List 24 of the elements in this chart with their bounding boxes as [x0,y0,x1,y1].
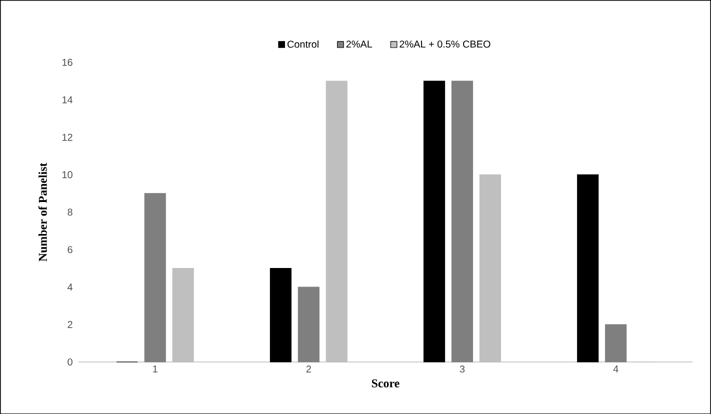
x-tick-label: 2 [306,365,311,372]
x-axis-title: Score [372,379,400,388]
y-tick-label: 10 [62,171,72,178]
y-tick-label: 6 [68,246,72,253]
y-axis-title: Number of Panelist [38,162,47,262]
x-tick-label: 3 [460,365,465,372]
legend-label: 2%AL [346,40,372,48]
y-tick-label: 14 [62,96,73,104]
bar [479,174,502,362]
y-tick-label: 2 [68,320,72,328]
bar [270,268,292,362]
legend-label: Control [288,40,318,48]
bar [577,174,599,362]
bar [172,268,194,362]
bar [326,80,348,362]
y-tick-label: 0 [68,358,72,366]
y-tick-label: 4 [68,283,73,290]
y-tick-label: 12 [62,134,72,141]
x-tick-label: 4 [613,365,618,372]
y-tick-label: 16 [62,58,72,66]
y-tick-label: 8 [68,208,72,216]
x-tick-label: 1 [153,365,158,372]
bar [424,80,446,362]
legend-label: 2%AL + 0.5% CBEO [400,40,490,48]
